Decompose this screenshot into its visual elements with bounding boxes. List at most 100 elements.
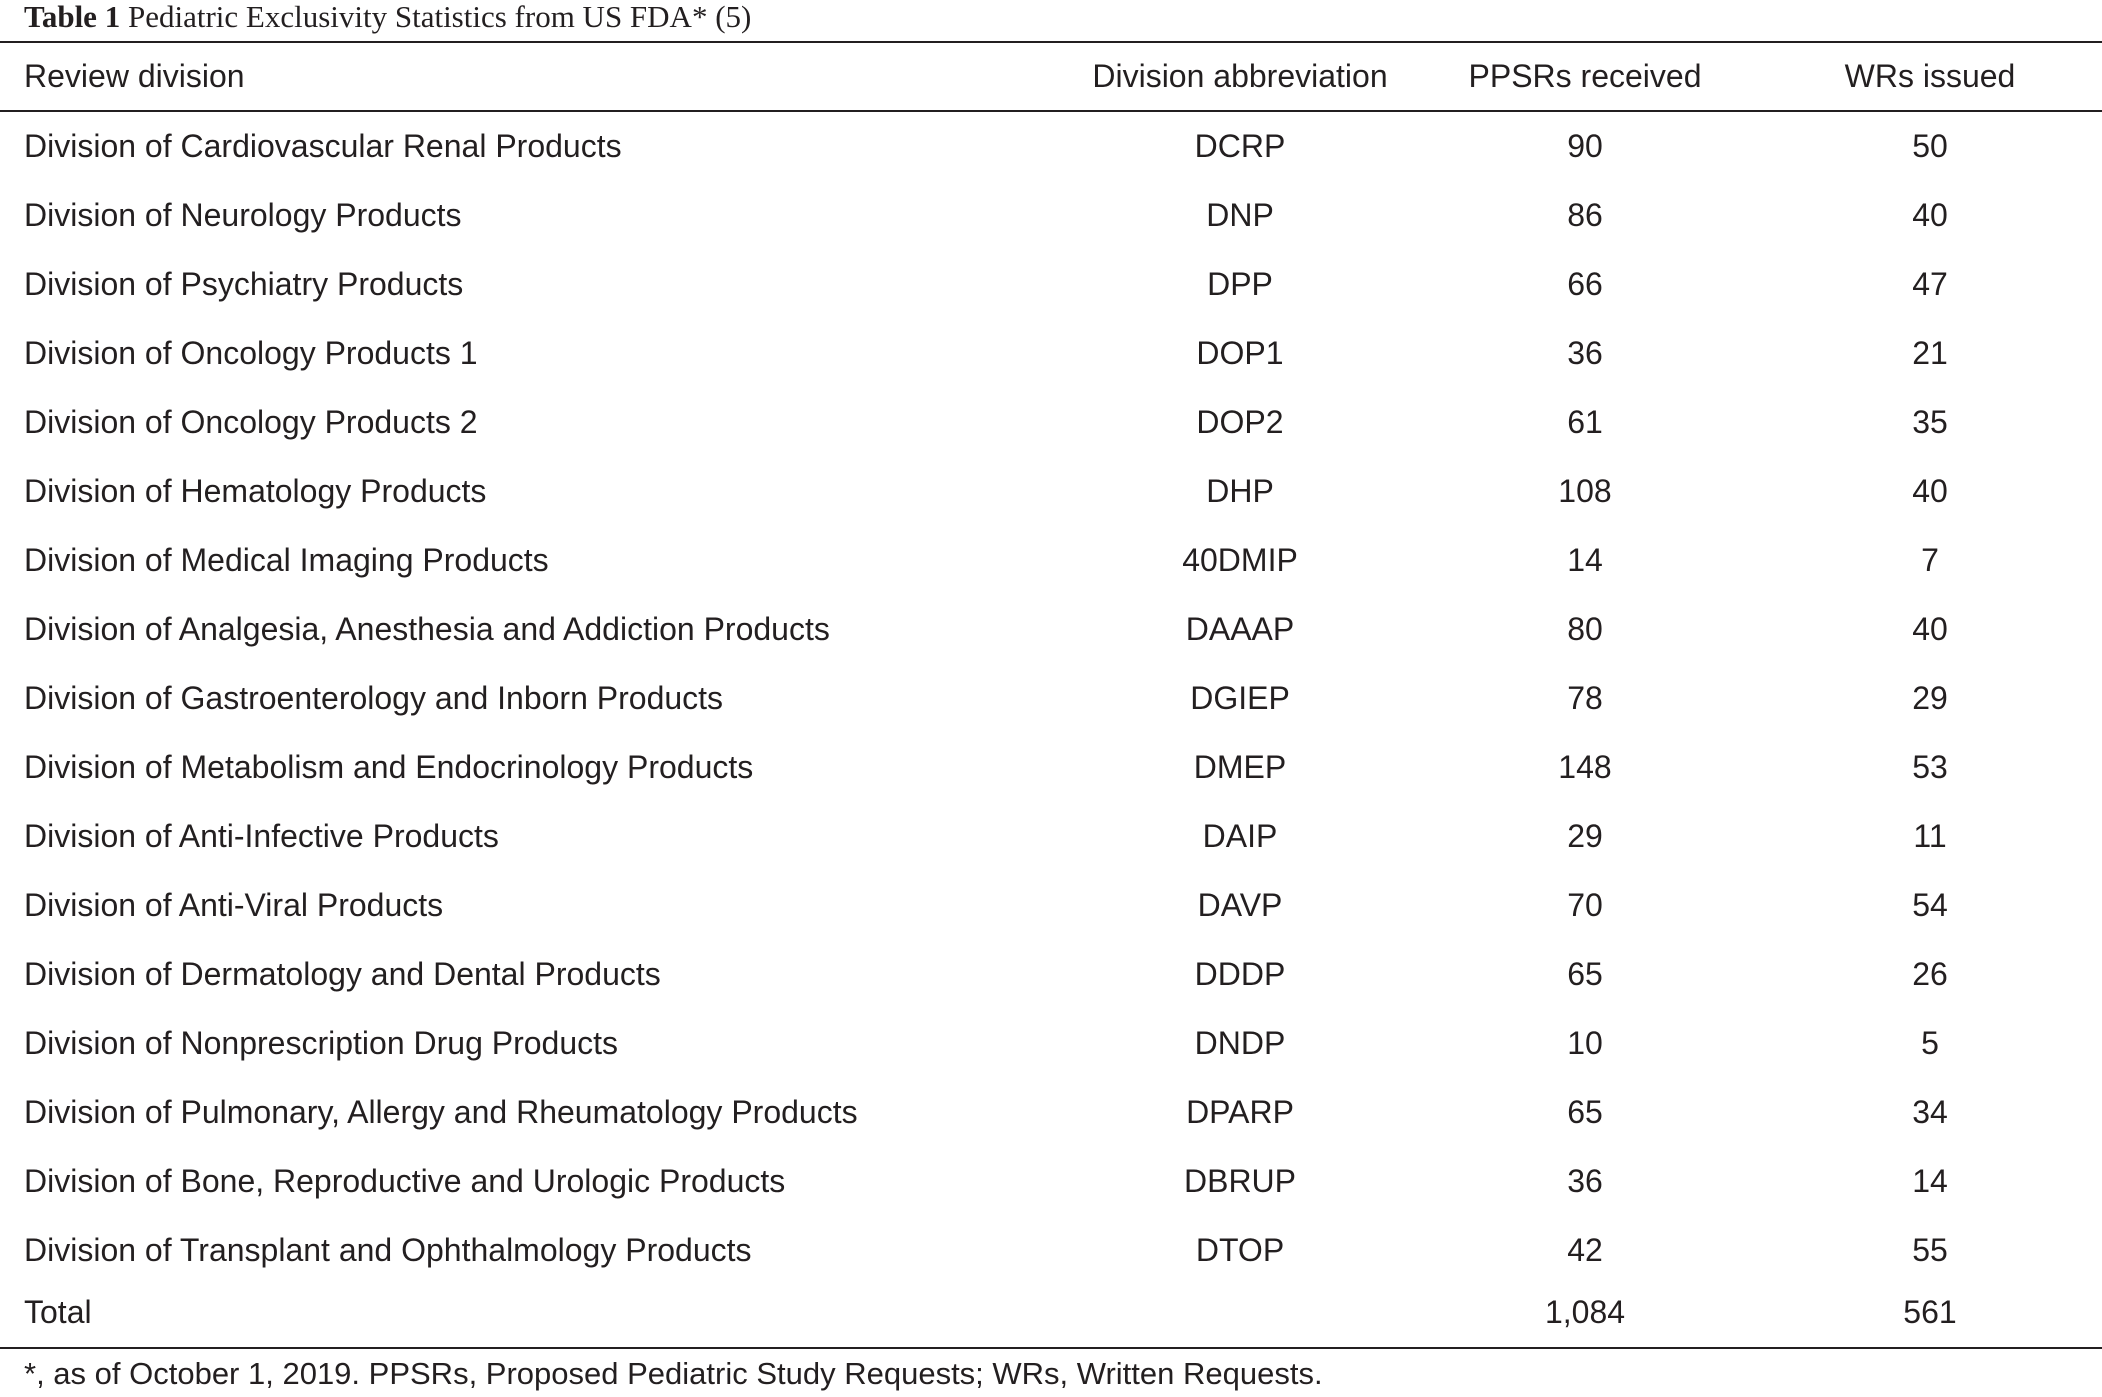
cell-ppsrs: 61 — [1567, 404, 1603, 440]
cell-division: Division of Pulmonary, Allergy and Rheum… — [24, 1094, 858, 1130]
cell-division: Division of Gastroenterology and Inborn … — [24, 680, 724, 716]
cell-abbreviation: DNDP — [1194, 1025, 1286, 1061]
cell-wrs: 54 — [1912, 887, 1948, 923]
cell-ppsrs: 10 — [1567, 1025, 1603, 1061]
cell-wrs: 29 — [1912, 680, 1948, 716]
cell-ppsrs: 65 — [1567, 956, 1603, 992]
table-row: Division of Nonprescription Drug Product… — [0, 1009, 2102, 1078]
cell-division: Division of Oncology Products 1 — [24, 335, 478, 371]
header-rule — [0, 110, 2102, 112]
cell-wrs: 40 — [1912, 197, 1948, 233]
cell-abbreviation: DDDP — [1194, 956, 1286, 992]
cell-wrs: 40 — [1912, 611, 1948, 647]
bottom-rule — [0, 1347, 2102, 1349]
cell-abbreviation: DNP — [1206, 197, 1274, 233]
cell-abbreviation: DBRUP — [1183, 1163, 1296, 1199]
cell-wrs: 34 — [1912, 1094, 1948, 1130]
table-row: Division of Anti-Infective Products DAIP… — [0, 802, 2102, 871]
cell-division: Division of Metabolism and Endocrinology… — [24, 749, 754, 785]
cell-division: Division of Neurology Products — [24, 197, 462, 233]
cell-wrs: 11 — [1913, 818, 1947, 854]
cell-abbreviation: DMEP — [1193, 749, 1287, 785]
table-row: Division of Dermatology and Dental Produ… — [0, 940, 2102, 1009]
cell-wrs: 21 — [1912, 335, 1948, 371]
table-row: Division of Analgesia, Anesthesia and Ad… — [0, 595, 2102, 664]
table-row: Division of Psychiatry Products DPP 66 4… — [0, 250, 2102, 319]
cell-ppsrs: 36 — [1567, 1163, 1603, 1199]
cell-abbreviation: DAAAP — [1185, 611, 1295, 647]
cell-division: Division of Cardiovascular Renal Product… — [24, 128, 622, 164]
cell-division: Division of Analgesia, Anesthesia and Ad… — [24, 611, 830, 647]
table-row: Division of Bone, Reproductive and Urolo… — [0, 1147, 2102, 1216]
cell-wrs: 53 — [1912, 749, 1948, 785]
cell-abbreviation: DPARP — [1186, 1094, 1294, 1130]
cell-division: Division of Medical Imaging Products — [24, 542, 549, 578]
table-row: Division of Hematology Products DHP 108 … — [0, 457, 2102, 526]
cell-abbreviation: DAVP — [1197, 887, 1283, 923]
cell-abbreviation: DOP2 — [1196, 404, 1284, 440]
cell-ppsrs: 14 — [1567, 542, 1603, 578]
table-footnote: *, as of October 1, 2019. PPSRs, Propose… — [24, 1356, 1323, 1391]
header-ppsrs-received: PPSRs received — [1468, 58, 1702, 94]
cell-ppsrs: 29 — [1567, 818, 1603, 854]
cell-division: Division of Nonprescription Drug Product… — [24, 1025, 619, 1061]
table-row: Division of Medical Imaging Products 40D… — [0, 526, 2102, 595]
cell-ppsrs: 108 — [1558, 473, 1612, 509]
cell-division: Division of Dermatology and Dental Produ… — [24, 956, 661, 992]
table-row: Division of Gastroenterology and Inborn … — [0, 664, 2102, 733]
table-row: Division of Transplant and Ophthalmology… — [0, 1216, 2102, 1285]
cell-ppsrs: 86 — [1567, 197, 1603, 233]
table-number: Table 1 — [24, 0, 121, 34]
total-wrs: 561 — [1903, 1294, 1957, 1330]
cell-abbreviation: DAIP — [1202, 818, 1278, 854]
total-ppsrs: 1,084 — [1544, 1294, 1626, 1330]
cell-wrs: 40 — [1912, 473, 1948, 509]
cell-abbreviation: DCRP — [1194, 128, 1286, 164]
cell-division: Division of Psychiatry Products — [24, 266, 464, 302]
table-row: Division of Cardiovascular Renal Product… — [0, 112, 2102, 181]
cell-wrs: 55 — [1912, 1232, 1948, 1268]
cell-division: Division of Bone, Reproductive and Urolo… — [24, 1163, 786, 1199]
cell-wrs: 47 — [1912, 266, 1948, 302]
total-row: Total 1,084 561 — [0, 1278, 2102, 1347]
cell-ppsrs: 65 — [1567, 1094, 1603, 1130]
cell-wrs: 5 — [1921, 1025, 1939, 1061]
cell-division: Division of Transplant and Ophthalmology… — [24, 1232, 752, 1268]
cell-division: Division of Anti-Viral Products — [24, 887, 444, 923]
table-title: Pediatric Exclusivity Statistics from US… — [127, 0, 752, 34]
table-row: Division of Metabolism and Endocrinology… — [0, 733, 2102, 802]
cell-ppsrs: 80 — [1567, 611, 1603, 647]
cell-wrs: 26 — [1912, 956, 1948, 992]
cell-wrs: 14 — [1912, 1163, 1948, 1199]
cell-wrs: 35 — [1912, 404, 1948, 440]
cell-abbreviation: DHP — [1206, 473, 1274, 509]
table-caption: Table 1 Pediatric Exclusivity Statistics… — [24, 0, 751, 40]
header-wrs-issued: WRs issued — [1844, 58, 2016, 94]
cell-division: Division of Oncology Products 2 — [24, 404, 478, 440]
cell-ppsrs: 148 — [1558, 749, 1612, 785]
cell-abbreviation: DOP1 — [1196, 335, 1284, 371]
cell-ppsrs: 70 — [1567, 887, 1603, 923]
header-division-abbreviation: Division abbreviation — [1092, 58, 1388, 94]
cell-ppsrs: 66 — [1567, 266, 1603, 302]
table-row: Division of Oncology Products 2 DOP2 61 … — [0, 388, 2102, 457]
header-review-division: Review division — [24, 58, 245, 94]
cell-division: Division of Anti-Infective Products — [24, 818, 499, 854]
total-label: Total — [24, 1294, 92, 1330]
cell-ppsrs: 36 — [1567, 335, 1603, 371]
table-header-row: Review division Division abbreviation PP… — [0, 43, 2102, 110]
top-rule — [0, 41, 2102, 43]
table-row: Division of Neurology Products DNP 86 40 — [0, 181, 2102, 250]
cell-abbreviation: DTOP — [1195, 1232, 1285, 1268]
cell-ppsrs: 90 — [1567, 128, 1603, 164]
cell-abbreviation: DGIEP — [1190, 680, 1290, 716]
cell-ppsrs: 42 — [1567, 1232, 1603, 1268]
table-row: Division of Oncology Products 1 DOP1 36 … — [0, 319, 2102, 388]
table-row: Division of Pulmonary, Allergy and Rheum… — [0, 1078, 2102, 1147]
cell-abbreviation: DPP — [1207, 266, 1273, 302]
cell-abbreviation: 40DMIP — [1182, 542, 1298, 578]
total-abbreviation — [1040, 1278, 1440, 1347]
table-row: Division of Anti-Viral Products DAVP 70 … — [0, 871, 2102, 940]
cell-wrs: 7 — [1921, 542, 1939, 578]
cell-wrs: 50 — [1912, 128, 1948, 164]
